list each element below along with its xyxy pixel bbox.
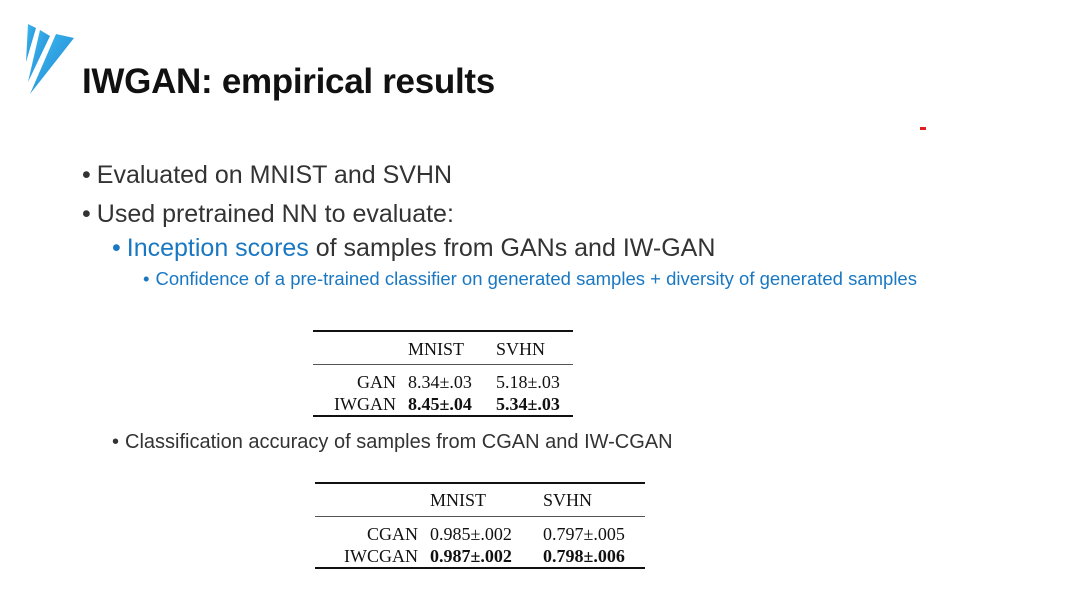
bullet-marker: • bbox=[82, 161, 91, 189]
bullet-text: Confidence of a pre-trained classifier o… bbox=[155, 268, 917, 289]
red-mark bbox=[920, 127, 926, 130]
mnist-value: 8.34±.03 bbox=[408, 371, 472, 392]
bullet-text: Evaluated on MNIST and SVHN bbox=[96, 161, 453, 189]
row-label: IWGAN bbox=[334, 393, 396, 414]
bullet-text: Used pretrained NN to evaluate: bbox=[96, 200, 454, 228]
bullet-marker: • bbox=[112, 431, 120, 453]
table-header-cell: SVHN bbox=[543, 483, 645, 517]
table-header-cell: MNIST bbox=[408, 331, 496, 365]
wing-logo-icon bbox=[26, 24, 74, 94]
table-header-row: MNIST SVHN bbox=[315, 483, 645, 517]
bullet-marker: • bbox=[112, 234, 121, 262]
svhn-value: 0.797±.005 bbox=[543, 523, 625, 544]
bullet-marker: • bbox=[82, 200, 91, 228]
inception-score-table: MNIST SVHN GAN 8.34±.03 5.18±.03 IWGAN 8… bbox=[313, 330, 573, 417]
table-row: GAN 8.34±.03 5.18±.03 bbox=[313, 365, 573, 394]
bullet-text: Classification accuracy of samples from … bbox=[125, 431, 673, 453]
bullet-marker: • bbox=[143, 268, 150, 289]
table-header-cell: SVHN bbox=[496, 331, 573, 365]
table-row: IWGAN 8.45±.04 5.34±.03 bbox=[313, 393, 573, 416]
bullet-classification-accuracy: • Classification accuracy of samples from… bbox=[112, 431, 673, 454]
table-header-cell: MNIST bbox=[430, 483, 543, 517]
bullet-pretrained-nn: • Used pretrained NN to evaluate: bbox=[82, 200, 454, 229]
bullet-inception-scores: • Inception scores of samples from GANs a… bbox=[112, 234, 715, 263]
classification-accuracy-table: MNIST SVHN CGAN 0.985±.002 0.797±.005 IW… bbox=[315, 482, 645, 569]
mnist-value: 0.985±.002 bbox=[430, 523, 512, 544]
bullet-evaluated-datasets: • Evaluated on MNIST and SVHN bbox=[82, 161, 452, 190]
table-row: IWCGAN 0.987±.002 0.798±.006 bbox=[315, 545, 645, 568]
table-header-row: MNIST SVHN bbox=[313, 331, 573, 365]
table-row: CGAN 0.985±.002 0.797±.005 bbox=[315, 517, 645, 546]
mnist-value: 8.45±.04 bbox=[408, 393, 472, 414]
svhn-value: 5.18±.03 bbox=[496, 371, 560, 392]
bullet-confidence-definition: • Confidence of a pre-trained classifier … bbox=[143, 268, 943, 290]
row-label: GAN bbox=[357, 371, 396, 392]
table-header-cell bbox=[315, 483, 430, 517]
page-title: IWGAN: empirical results bbox=[82, 62, 495, 101]
svhn-value: 5.34±.03 bbox=[496, 393, 560, 414]
table-header-cell bbox=[313, 331, 408, 365]
mnist-value: 0.987±.002 bbox=[430, 545, 512, 566]
row-label: IWCGAN bbox=[344, 545, 418, 566]
row-label: CGAN bbox=[366, 523, 418, 544]
inception-scores-highlight: Inception scores bbox=[126, 234, 309, 262]
svhn-value: 0.798±.006 bbox=[543, 545, 625, 566]
bullet-text: of samples from GANs and IW-GAN bbox=[308, 234, 716, 262]
